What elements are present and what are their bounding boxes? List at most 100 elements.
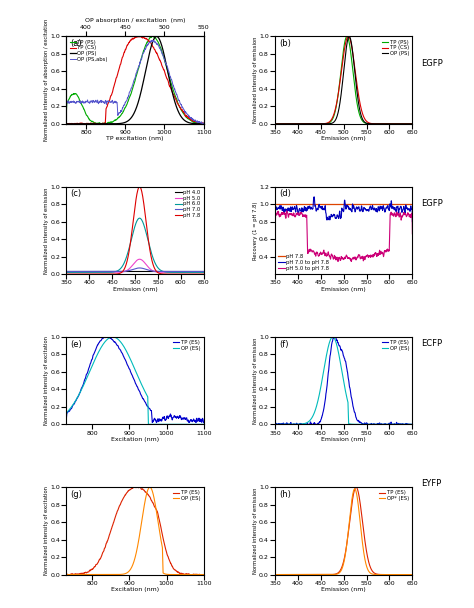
- TP (CS): [410, 120, 415, 128]
- Legend: TP (PS), TP (CS), OP (PS), OP (PS,abs): TP (PS), TP (CS), OP (PS), OP (PS,abs): [69, 39, 109, 63]
- pH 7.0 to pH 7.8: [376, 204, 382, 211]
- pH 6.0: [64, 269, 69, 276]
- X-axis label: Emission (nm): Emission (nm): [321, 136, 366, 142]
- Line: TP (ES): TP (ES): [66, 487, 204, 575]
- pH 5.0 to pH 7.8: [410, 230, 415, 238]
- Line: OP* (ES): OP* (ES): [275, 489, 412, 575]
- OP (PS): [107, 120, 113, 128]
- X-axis label: Excitation (nm): Excitation (nm): [111, 437, 159, 442]
- OP (PS): [410, 120, 415, 128]
- Text: (d): (d): [279, 189, 291, 198]
- TP (ES): [134, 483, 140, 491]
- OP (ES): [201, 421, 207, 428]
- Legend: TP (ES), OP (ES): TP (ES), OP (ES): [381, 340, 410, 351]
- TP (PS): [98, 120, 103, 128]
- pH 5.0 to pH 7.8: [308, 246, 313, 253]
- TP (ES): [145, 490, 150, 497]
- Legend: pH 7.8, pH 7.0 to pH 7.8, pH 5.0 to pH 7.8: pH 7.8, pH 7.0 to pH 7.8, pH 5.0 to pH 7…: [278, 254, 330, 271]
- pH 7.0: [88, 268, 93, 275]
- pH 5.0 to pH 7.8: [272, 249, 278, 257]
- OP (ES): [167, 571, 173, 578]
- TP (ES): [88, 567, 93, 574]
- OP* (ES): [334, 570, 340, 578]
- TP (PS): [171, 88, 176, 95]
- TP (PS): [188, 117, 193, 124]
- Line: TP (PS): TP (PS): [275, 36, 412, 124]
- TP (ES): [155, 512, 161, 519]
- TP (PS): [201, 120, 207, 127]
- Legend: TP (ES), OP* (ES): TP (ES), OP* (ES): [379, 490, 410, 502]
- TP (CS): [66, 120, 72, 128]
- pH 4.0: [126, 268, 131, 275]
- pH 4.0: [88, 268, 93, 275]
- OP (PS): [188, 119, 193, 126]
- pH 7.8: [64, 271, 69, 278]
- Line: TP (ES): TP (ES): [275, 487, 412, 575]
- TP (PS): [344, 33, 350, 40]
- TP (ES): [410, 571, 415, 578]
- OP (ES): [155, 520, 161, 527]
- pH 4.0: [145, 268, 150, 275]
- X-axis label: Emission (nm): Emission (nm): [321, 587, 366, 592]
- OP (PS): [154, 33, 159, 40]
- TP (PS): [308, 120, 313, 128]
- pH 5.0 to pH 7.8: [376, 250, 382, 258]
- OP (PS): [272, 120, 278, 128]
- Text: (a): (a): [71, 39, 82, 48]
- TP (CS): [171, 91, 176, 98]
- pH 7.0: [64, 268, 69, 275]
- Text: ECFP: ECFP: [421, 339, 442, 348]
- Text: (f): (f): [279, 340, 289, 348]
- TP (ES): [297, 571, 302, 578]
- pH 4.0: [201, 268, 207, 275]
- OP (PS): [376, 120, 382, 128]
- OP (PS,abs): [201, 120, 207, 127]
- OP (ES): [335, 344, 340, 351]
- OP (PS,abs): [188, 114, 193, 122]
- TP (ES): [99, 336, 104, 343]
- Line: OP (PS): OP (PS): [275, 36, 412, 124]
- TP (ES): [354, 414, 359, 421]
- OP (PS,abs): [154, 40, 160, 47]
- Line: TP (CS): TP (CS): [66, 36, 204, 124]
- pH 5.0 to pH 7.8: [297, 212, 302, 219]
- Line: pH 5.0 to pH 7.8: pH 5.0 to pH 7.8: [275, 211, 412, 261]
- TP (PS): [272, 120, 278, 128]
- TP (ES): [364, 550, 370, 558]
- Y-axis label: Recovery (1 = pH 7.8): Recovery (1 = pH 7.8): [253, 201, 257, 260]
- pH 4.0: [99, 268, 104, 275]
- pH 7.8: [126, 251, 131, 258]
- Y-axis label: Normalized intensity of emission: Normalized intensity of emission: [253, 488, 257, 574]
- Y-axis label: Normalized intensity of emission: Normalized intensity of emission: [253, 337, 257, 424]
- X-axis label: Excitation (nm): Excitation (nm): [111, 587, 159, 592]
- TP (PS): [102, 120, 108, 127]
- TP (CS): [354, 75, 359, 83]
- Legend: TP (PS), TP (CS), OP (PS): TP (PS), TP (CS), OP (PS): [381, 39, 410, 57]
- pH 7.8: [410, 201, 415, 208]
- Line: pH 7.0 to pH 7.8: pH 7.0 to pH 7.8: [275, 197, 412, 226]
- TP (CS): [97, 120, 103, 128]
- TP (ES): [354, 483, 359, 491]
- X-axis label: Emission (nm): Emission (nm): [321, 437, 366, 442]
- pH 5.0: [88, 269, 93, 276]
- Text: EGFP: EGFP: [421, 60, 443, 68]
- Text: (c): (c): [71, 189, 82, 198]
- pH 7.0 to pH 7.8: [272, 223, 278, 230]
- Y-axis label: Normalized intensity of excitation: Normalized intensity of excitation: [44, 486, 49, 575]
- OP* (ES): [272, 571, 278, 578]
- pH 7.0: [137, 264, 142, 272]
- pH 7.8: [353, 201, 359, 208]
- OP (PS,abs): [107, 98, 113, 105]
- OP (PS,abs): [149, 37, 155, 44]
- pH 6.0: [137, 215, 142, 222]
- TP (CS): [334, 97, 340, 104]
- TP (CS): [201, 120, 207, 128]
- OP (ES): [99, 571, 104, 578]
- TP (ES): [335, 338, 340, 345]
- OP (PS): [308, 120, 313, 128]
- pH 6.0: [155, 264, 161, 272]
- TP (ES): [64, 415, 69, 423]
- Line: pH 7.8: pH 7.8: [66, 187, 204, 274]
- Line: pH 5.0: pH 5.0: [66, 259, 204, 272]
- pH 5.0 to pH 7.8: [354, 255, 359, 263]
